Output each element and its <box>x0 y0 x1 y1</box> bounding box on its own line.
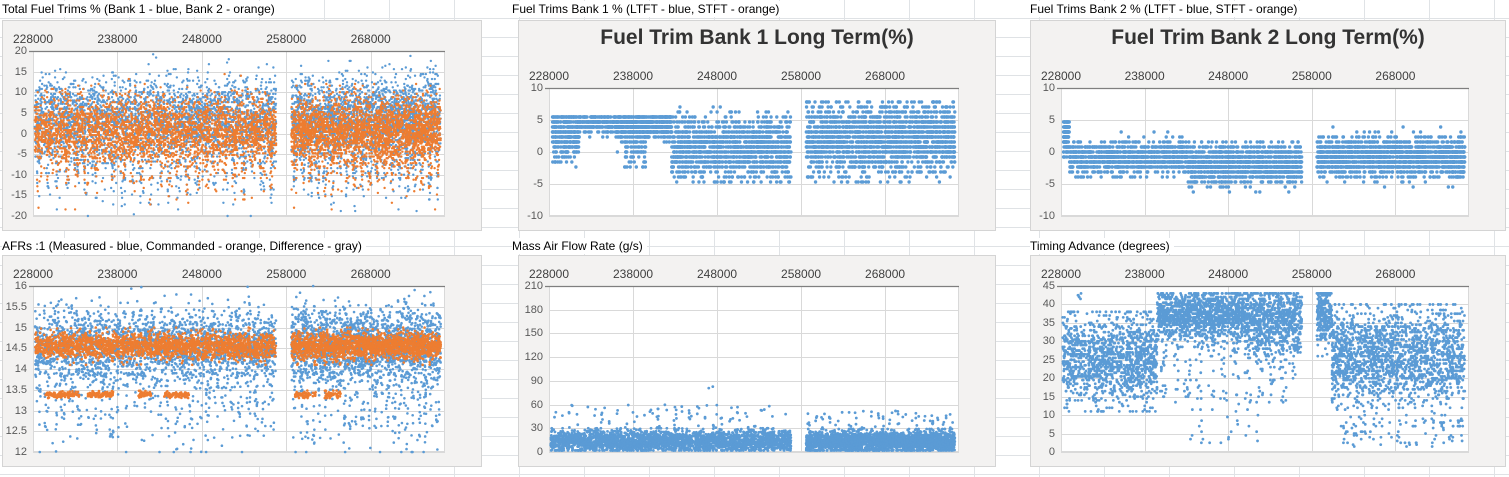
y-tick-label: 15 <box>1042 390 1055 403</box>
x-tick-label: 268000 <box>1375 267 1416 281</box>
y-tick-label: 45 <box>1042 280 1055 292</box>
chart-maf[interactable]: 228000 238000 248000 258000 268000 210 180 150 1… <box>518 255 996 467</box>
y-tick-label: 5 <box>1048 114 1055 126</box>
y-tick-label: 20 <box>1042 372 1055 385</box>
chart-title: Fuel Trim Bank 2 Long Term(%) <box>1111 26 1425 49</box>
y-tick-label: 15 <box>14 65 27 78</box>
chart-canvas <box>3 256 481 466</box>
y-tick-label: -10 <box>11 168 27 181</box>
chart-canvas <box>519 21 995 230</box>
y-tick-label: -20 <box>11 210 27 222</box>
y-tick-label: 10 <box>1042 82 1055 94</box>
x-tick-label: 268000 <box>865 267 906 281</box>
y-tick-label: 14 <box>14 363 27 375</box>
y-tick-label: 15.5 <box>5 300 27 313</box>
x-tick-label: 248000 <box>1208 69 1249 83</box>
y-tick-label: 0 <box>1048 146 1055 158</box>
y-tick-label: 16 <box>14 280 27 292</box>
y-tick-label: 5 <box>20 106 27 119</box>
chart-canvas <box>3 21 481 230</box>
y-tick-label: 150 <box>524 327 543 340</box>
chart-cell-header: Timing Advance (degrees) <box>1030 238 1174 254</box>
y-tick-label: 20 <box>14 45 27 57</box>
x-tick-label: 228000 <box>528 69 570 83</box>
x-tick-label: 258000 <box>266 267 307 281</box>
y-tick-label: 30 <box>530 422 543 435</box>
y-tick-label: -10 <box>527 210 543 222</box>
x-tick-label: 238000 <box>97 32 138 46</box>
x-tick-label: 248000 <box>697 69 738 83</box>
x-tick-label: 238000 <box>612 69 654 83</box>
x-tick-label: 258000 <box>781 69 822 83</box>
chart-canvas <box>1031 256 1505 466</box>
x-tick-label: 248000 <box>1208 267 1249 281</box>
y-tick-label: 120 <box>524 351 543 364</box>
x-tick-label: 248000 <box>697 267 738 281</box>
y-tick-label: -15 <box>11 189 27 202</box>
x-tick-label: 238000 <box>1124 69 1165 83</box>
y-tick-label: 25 <box>1042 353 1055 366</box>
y-tick-label: 60 <box>530 398 543 411</box>
y-tick-label: 30 <box>1042 335 1055 348</box>
chart-cell-header: AFRs :1 (Measured - blue, Commanded - or… <box>2 238 366 254</box>
x-tick-label: 268000 <box>865 69 906 83</box>
y-tick-label: 10 <box>530 82 543 94</box>
y-tick-label: 0 <box>20 127 27 140</box>
y-tick-label: 10 <box>1042 409 1055 422</box>
y-tick-label: 35 <box>1042 316 1055 329</box>
y-tick-label: -5 <box>1045 178 1055 190</box>
y-tick-label: 0 <box>536 446 543 458</box>
x-tick-label: 228000 <box>12 32 54 46</box>
y-tick-label: 5 <box>1048 427 1055 440</box>
x-tick-label: 248000 <box>181 32 222 46</box>
y-tick-label: -5 <box>533 178 543 190</box>
y-tick-label: 10 <box>14 86 27 99</box>
chart-fuel-trim-bank1[interactable]: Fuel Trim Bank 1 Long Term(%) 228000 2380… <box>518 20 996 231</box>
x-tick-label: 238000 <box>612 267 654 281</box>
chart-total-fuel-trims[interactable]: 228000 238000 248000 258000 268000 20 15 10 5 0 -5… <box>2 20 482 231</box>
x-tick-label: 258000 <box>1291 267 1332 281</box>
chart-fuel-trim-bank2[interactable]: Fuel Trim Bank 2 Long Term(%) 228000 2380… <box>1030 20 1506 231</box>
y-tick-label: 210 <box>524 280 543 292</box>
chart-afr[interactable]: 228000 238000 248000 258000 268000 16 15.5 15 14… <box>2 255 482 467</box>
chart-timing-advance[interactable]: 228000 238000 248000 258000 268000 45 40 35 30 25… <box>1030 255 1506 467</box>
x-tick-label: 268000 <box>350 267 391 281</box>
chart-cell-header: Fuel Trims Bank 1 % (LTFT - blue, STFT -… <box>512 1 784 17</box>
x-tick-label: 228000 <box>12 267 54 281</box>
y-tick-label: 180 <box>524 303 543 316</box>
y-tick-label: 0 <box>536 146 543 158</box>
chart-cell-header: Fuel Trims Bank 2 % (LTFT - blue, STFT -… <box>1030 1 1302 17</box>
x-tick-label: 238000 <box>97 267 138 281</box>
chart-canvas <box>519 256 995 466</box>
y-tick-label: 13 <box>14 404 27 417</box>
y-tick-label: 12 <box>14 446 27 458</box>
y-tick-label: 0 <box>1048 446 1055 458</box>
x-tick-label: 268000 <box>350 32 391 46</box>
chart-title: Fuel Trim Bank 1 Long Term(%) <box>600 26 914 49</box>
y-tick-label: 15 <box>14 321 27 334</box>
y-tick-label: 90 <box>530 374 543 387</box>
x-tick-label: 228000 <box>1040 267 1082 281</box>
chart-cell-header: Total Fuel Trims % (Bank 1 - blue, Bank … <box>2 1 279 17</box>
x-tick-label: 258000 <box>1291 69 1332 83</box>
x-tick-label: 248000 <box>181 267 222 281</box>
x-tick-label: 228000 <box>1040 69 1082 83</box>
x-tick-label: 238000 <box>1124 267 1165 281</box>
chart-canvas <box>1031 21 1505 230</box>
y-tick-label: -10 <box>1039 210 1055 222</box>
y-tick-label: 5 <box>536 114 543 126</box>
y-tick-label: 13.5 <box>5 383 27 396</box>
y-tick-label: 12.5 <box>5 425 27 438</box>
x-tick-label: 268000 <box>1375 69 1416 83</box>
chart-cell-header: Mass Air Flow Rate (g/s) <box>512 238 647 254</box>
x-tick-label: 258000 <box>781 267 822 281</box>
y-tick-label: -5 <box>17 148 27 161</box>
x-tick-label: 258000 <box>266 32 307 46</box>
y-tick-label: 40 <box>1042 298 1055 311</box>
x-tick-label: 228000 <box>528 267 570 281</box>
y-tick-label: 14.5 <box>5 342 27 355</box>
